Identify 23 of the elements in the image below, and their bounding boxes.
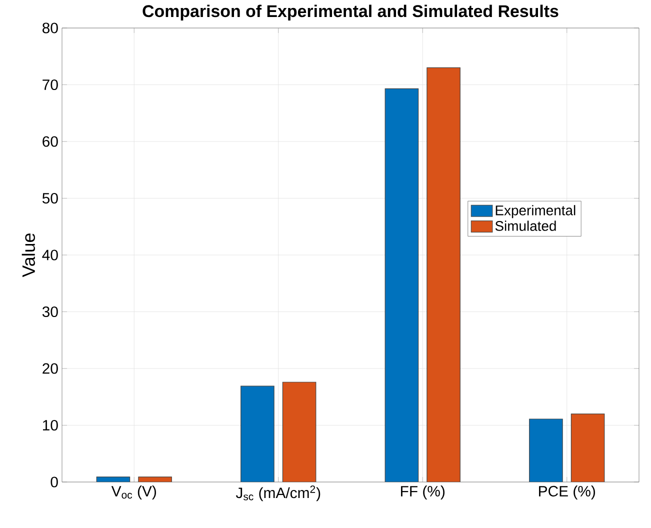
legend-label: Simulated: [495, 220, 556, 231]
x-tick-label: J$_{sc}$ (mA/cm$^{2}$): [236, 486, 320, 502]
y-tick-label: 70: [42, 79, 58, 90]
x-tick-label: V$_{oc}$ (V): [111, 486, 156, 500]
y-tick-label: 10: [43, 420, 58, 431]
legend-label: Experimental: [496, 205, 576, 218]
y-tick-label: 40: [42, 250, 58, 260]
x-tick-label: PCE (%): [539, 486, 595, 500]
bar: [570, 414, 605, 482]
bar: [240, 386, 274, 482]
y-tick-label: 0: [50, 476, 58, 488]
x-tick-label: FF (%): [401, 486, 445, 500]
y-tick-label: 20: [42, 363, 58, 374]
bar: [282, 382, 316, 482]
y-tick-label: 80: [42, 22, 58, 34]
y-tick-label: 60: [42, 136, 58, 147]
y-tick-label: 30: [42, 306, 58, 318]
y-axis-title: Value: [22, 234, 36, 278]
bar: [529, 418, 563, 482]
y-tick-label: 50: [42, 192, 58, 204]
bar: [384, 88, 419, 482]
chart-title: Comparison of Experimental and Simulated Results: [142, 4, 558, 20]
bar: [426, 67, 460, 482]
